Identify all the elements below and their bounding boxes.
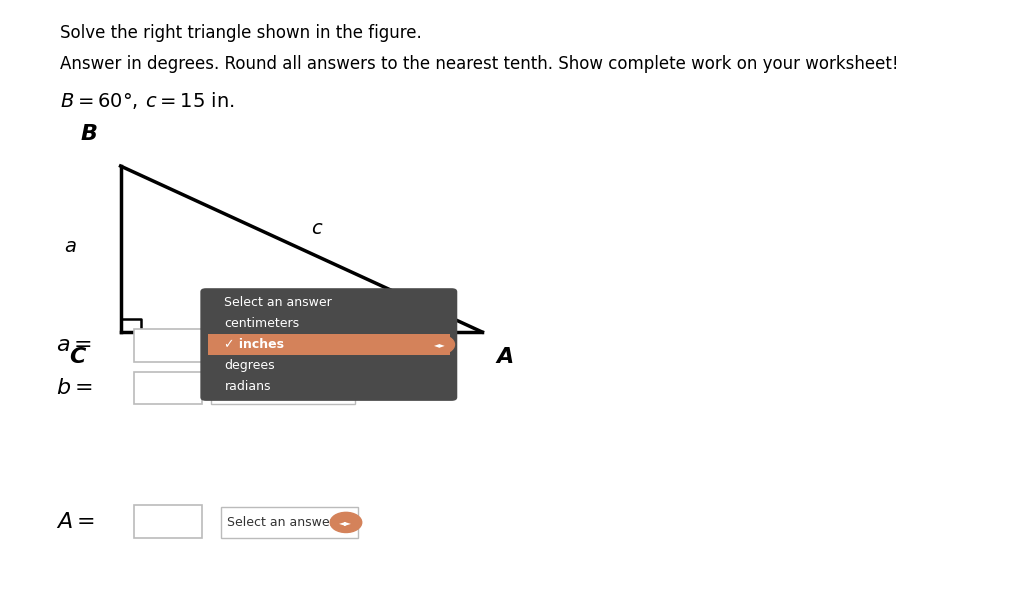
Text: radians: radians: [224, 380, 271, 393]
Text: C: C: [69, 347, 85, 367]
Text: $a =$: $a =$: [55, 336, 92, 355]
Text: A: A: [497, 347, 513, 367]
Text: Select an answer: Select an answer: [224, 296, 332, 309]
Text: ◄►: ◄►: [337, 341, 349, 350]
FancyBboxPatch shape: [208, 334, 450, 355]
Text: Select an answer: Select an answer: [227, 516, 335, 529]
Circle shape: [328, 378, 359, 398]
FancyBboxPatch shape: [221, 507, 358, 538]
Text: Answer in degrees. Round all answers to the nearest tenth. Show complete work on: Answer in degrees. Round all answers to …: [60, 55, 899, 72]
FancyBboxPatch shape: [134, 329, 202, 362]
Text: ◄►: ◄►: [434, 340, 445, 349]
FancyBboxPatch shape: [212, 329, 355, 362]
Text: a: a: [65, 237, 76, 256]
Text: c: c: [310, 219, 322, 238]
Text: ✓ inches: ✓ inches: [224, 338, 285, 351]
Text: degrees: degrees: [224, 359, 275, 372]
Text: B: B: [81, 123, 97, 144]
Text: centimeters: centimeters: [224, 317, 300, 330]
Text: Solve the right triangle shown in the figure.: Solve the right triangle shown in the fi…: [60, 24, 422, 42]
Circle shape: [328, 336, 359, 355]
FancyBboxPatch shape: [212, 372, 355, 404]
Text: b: b: [275, 353, 290, 372]
Circle shape: [328, 378, 359, 398]
FancyBboxPatch shape: [134, 505, 202, 538]
Text: ◄►: ◄►: [337, 384, 349, 393]
Text: $b =$: $b =$: [55, 378, 92, 398]
Text: $B = 60°,\, c = 15$ in.: $B = 60°,\, c = 15$ in.: [60, 90, 234, 111]
FancyBboxPatch shape: [134, 372, 202, 404]
Text: $A =$: $A =$: [55, 512, 94, 531]
FancyBboxPatch shape: [201, 288, 458, 401]
Circle shape: [330, 512, 361, 533]
Circle shape: [425, 335, 455, 354]
Text: ◄►: ◄►: [340, 518, 352, 527]
Text: ◄►: ◄►: [337, 384, 349, 393]
